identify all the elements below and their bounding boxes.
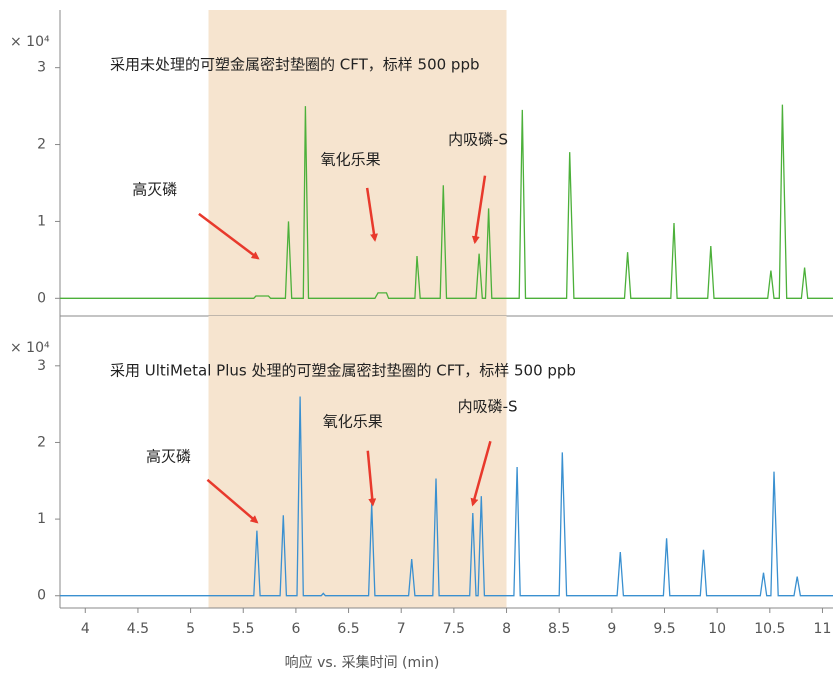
y-tick-label: 3 — [37, 60, 46, 76]
annotation-label: 氧化乐果 — [321, 150, 381, 168]
y-tick-label: 2 — [37, 137, 46, 153]
x-tick-label: 7.5 — [443, 621, 465, 637]
x-tick-label: 6 — [291, 621, 300, 637]
y-tick-label: 0 — [37, 588, 46, 604]
highlight-region — [208, 316, 507, 608]
y-tick-label: 1 — [37, 511, 46, 527]
y-tick-label: 3 — [37, 358, 46, 374]
x-tick-label: 7 — [397, 621, 406, 637]
annotation-label: 高灭磷 — [146, 448, 191, 466]
x-tick-label: 5 — [186, 621, 195, 637]
chart-title: 采用未处理的可塑金属密封垫圈的 CFT，标样 500 ppb — [110, 56, 480, 74]
x-tick-label: 10.5 — [754, 621, 785, 637]
annotation-label: 内吸磷-S — [458, 398, 518, 416]
annotation-arrow — [198, 212, 260, 260]
x-tick-label: 5.5 — [232, 621, 254, 637]
annotation-arrow — [365, 187, 378, 242]
x-tick-label: 4.5 — [127, 621, 149, 637]
x-tick-label: 11 — [814, 621, 832, 637]
y-tick-label: 0 — [37, 290, 46, 306]
chromatogram-line — [60, 396, 833, 597]
scale-label: × 10⁴ — [10, 34, 50, 50]
x-tick-label: 4 — [81, 621, 90, 637]
y-tick-label: 1 — [37, 213, 46, 229]
y-tick-label: 2 — [37, 434, 46, 450]
annotation-label: 内吸磷-S — [448, 130, 508, 148]
x-tick-label: 8 — [502, 621, 511, 637]
annotation-arrow — [366, 450, 377, 507]
annotation-arrow — [471, 175, 487, 245]
annotation-arrow — [470, 440, 492, 507]
x-tick-label: 9 — [607, 621, 616, 637]
scale-label: × 10⁴ — [10, 340, 50, 356]
x-tick-label: 10 — [708, 621, 726, 637]
chart-title: 采用 UltiMetal Plus 处理的可塑金属密封垫圈的 CFT，标样 50… — [110, 362, 576, 380]
annotation-label: 氧化乐果 — [323, 412, 383, 430]
x-tick-label: 8.5 — [548, 621, 570, 637]
annotation-arrow — [206, 478, 259, 524]
x-axis-label: 响应 vs. 采集时间 (min) — [285, 654, 440, 671]
chromatogram-line — [60, 104, 833, 299]
x-tick-label: 9.5 — [653, 621, 675, 637]
highlight-region — [208, 10, 507, 316]
annotation-label: 高灭磷 — [132, 180, 177, 198]
x-tick-label: 6.5 — [337, 621, 359, 637]
